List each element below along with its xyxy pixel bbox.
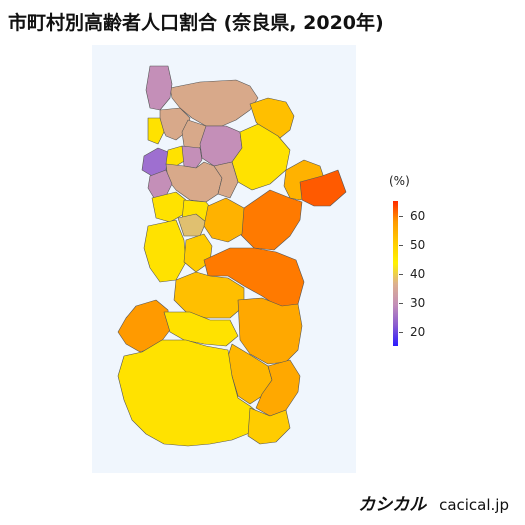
legend-tick-mark xyxy=(399,215,403,217)
map-svg xyxy=(92,45,356,473)
legend-color-bar xyxy=(393,201,398,346)
brand-logo: カシカル xyxy=(358,495,427,515)
choropleth-map xyxy=(92,45,356,473)
legend-tick-mark xyxy=(399,273,403,275)
page-title: 市町村別高齢者人口割合 (奈良県, 2020年) xyxy=(8,12,384,34)
brand-site: cacical.jp xyxy=(439,496,509,514)
region-yoshino-north xyxy=(203,197,245,243)
legend-tick-mark xyxy=(399,244,403,246)
legend-tick-label: 60 xyxy=(410,208,426,223)
region-south-tip xyxy=(247,407,291,445)
legend-tick-mark xyxy=(399,302,403,304)
region-central-b xyxy=(181,145,203,169)
legend-unit: (%) xyxy=(389,174,410,188)
region-sakurai xyxy=(213,161,239,199)
brand: カシカル cacical.jp xyxy=(358,490,509,515)
region-yellow-small-1 xyxy=(165,145,187,167)
region-east-hills xyxy=(231,123,291,191)
legend-tick-label: 50 xyxy=(410,237,426,252)
legend-tick-mark xyxy=(399,331,403,333)
region-higashi-yoshino xyxy=(239,189,303,251)
legend-tick-label: 20 xyxy=(410,324,426,339)
region-tenkawa xyxy=(163,311,239,347)
region-mid-tan xyxy=(177,213,207,237)
legend-tick-label: 30 xyxy=(410,295,426,310)
region-ikoma xyxy=(147,117,165,145)
region-north-west-1 xyxy=(145,65,173,111)
region-soni xyxy=(299,169,347,207)
legend-tick-label: 40 xyxy=(410,266,426,281)
region-kamikitayama xyxy=(237,297,303,365)
